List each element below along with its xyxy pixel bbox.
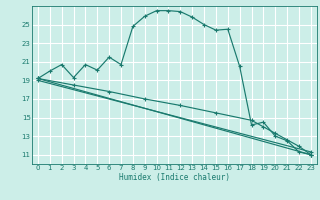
X-axis label: Humidex (Indice chaleur): Humidex (Indice chaleur) [119, 173, 230, 182]
